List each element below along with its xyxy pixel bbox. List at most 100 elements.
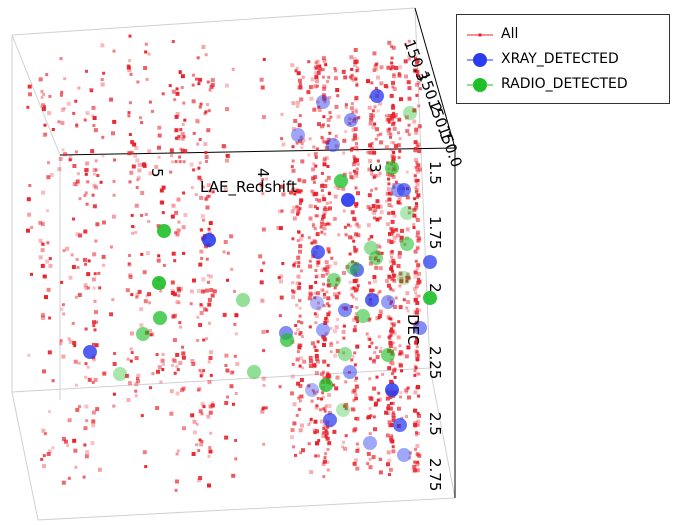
- all-point: [344, 105, 348, 109]
- y-tick-label: 2.5: [426, 412, 444, 436]
- all-point: [392, 151, 396, 154]
- all-point: [324, 434, 328, 438]
- legend-item-radio: RADIO_DETECTED: [457, 73, 669, 97]
- all-point: [406, 386, 410, 390]
- all-point: [322, 337, 327, 342]
- xray-point: [397, 448, 411, 462]
- xray-point: [326, 138, 340, 152]
- legend-item-all: All: [457, 23, 669, 47]
- all-point: [181, 225, 186, 230]
- all-point: [140, 414, 144, 418]
- all-point: [192, 419, 197, 424]
- all-point: [321, 288, 325, 292]
- series-radio-points: [113, 106, 437, 417]
- all-point: [415, 294, 419, 298]
- all-point: [416, 145, 420, 149]
- all-point: [307, 60, 311, 64]
- all-point: [326, 312, 331, 317]
- all-point: [207, 227, 211, 231]
- all-point: [389, 437, 394, 442]
- all-point: [405, 227, 410, 232]
- all-point: [366, 451, 371, 456]
- all-point: [181, 122, 185, 126]
- all-point: [355, 416, 360, 421]
- all-point: [178, 321, 182, 325]
- all-point: [342, 440, 345, 444]
- all-point: [311, 176, 316, 181]
- all-point: [415, 462, 420, 467]
- all-point: [408, 456, 412, 460]
- all-point: [46, 287, 51, 292]
- all-point: [60, 307, 64, 311]
- all-point: [389, 250, 394, 255]
- all-point: [332, 383, 335, 387]
- all-point: [182, 135, 186, 139]
- all-point: [308, 85, 313, 90]
- all-point: [418, 87, 422, 91]
- all-point: [40, 248, 45, 253]
- all-point: [278, 209, 282, 214]
- all-point: [299, 394, 304, 399]
- all-point: [399, 395, 403, 399]
- all-point: [386, 404, 390, 408]
- all-point: [74, 99, 78, 103]
- all-point: [173, 371, 177, 375]
- all-point: [415, 444, 420, 448]
- all-point: [42, 132, 47, 137]
- all-point: [127, 151, 132, 156]
- all-point: [405, 129, 410, 134]
- all-point: [387, 116, 392, 121]
- all-point: [321, 194, 325, 198]
- all-point: [298, 139, 302, 144]
- all-point: [379, 140, 384, 145]
- all-point: [174, 231, 178, 235]
- all-point: [389, 329, 392, 333]
- all-point: [139, 323, 144, 328]
- all-point: [297, 395, 301, 399]
- all-point: [281, 142, 286, 147]
- all-point: [374, 346, 378, 350]
- all-point: [353, 245, 356, 249]
- all-point: [83, 426, 88, 431]
- all-point: [392, 278, 397, 283]
- all-point: [297, 123, 302, 128]
- all-point: [416, 238, 421, 243]
- all-point: [100, 43, 105, 48]
- all-point: [414, 56, 417, 60]
- all-point: [416, 263, 421, 268]
- all-point: [389, 402, 393, 405]
- all-point: [207, 302, 212, 307]
- all-point: [84, 285, 89, 290]
- series-all-points: [26, 34, 422, 492]
- all-point: [192, 278, 196, 283]
- all-point: [230, 267, 234, 271]
- all-point: [313, 291, 317, 295]
- all-point: [199, 442, 204, 447]
- all-point: [302, 179, 307, 184]
- all-point: [278, 226, 283, 231]
- all-point: [100, 82, 105, 87]
- all-point: [343, 446, 348, 451]
- all-point: [307, 423, 311, 426]
- all-point: [387, 131, 392, 136]
- all-point: [177, 134, 181, 138]
- all-point: [308, 325, 312, 329]
- all-point: [194, 193, 198, 197]
- all-point: [390, 205, 394, 208]
- all-point: [378, 216, 382, 220]
- all-point: [97, 271, 101, 275]
- all-point: [355, 306, 359, 310]
- all-point: [206, 194, 210, 198]
- all-point: [314, 353, 319, 358]
- all-point: [384, 199, 388, 203]
- all-point: [385, 172, 390, 177]
- all-point: [311, 189, 316, 194]
- all-point: [387, 458, 392, 463]
- all-point: [297, 230, 301, 234]
- all-point: [126, 357, 130, 361]
- all-point: [416, 423, 420, 427]
- all-point: [375, 199, 380, 204]
- blue-circle-icon: [467, 53, 493, 67]
- all-point: [308, 292, 313, 297]
- all-point: [352, 461, 357, 466]
